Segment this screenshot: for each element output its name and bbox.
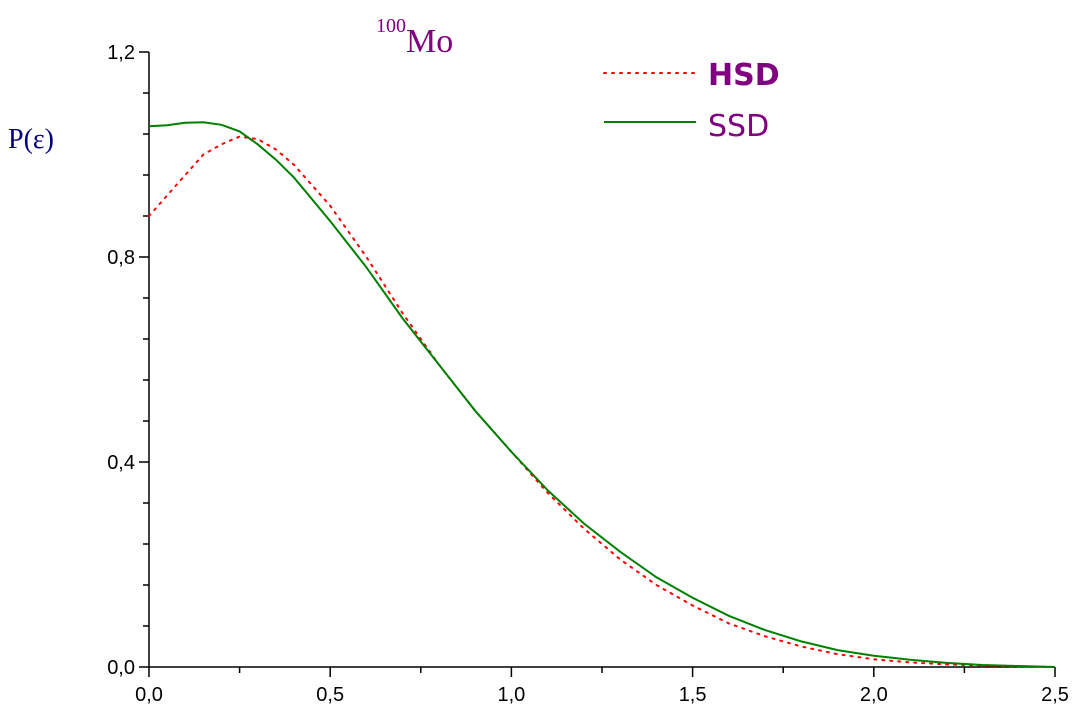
axes — [148, 52, 1055, 668]
y-tick-label: 0,0 — [107, 657, 135, 679]
legend-label-ssd: SSD — [708, 109, 769, 144]
x-tick-label: 0,0 — [135, 684, 163, 706]
y-axis-label: P(ε) — [8, 124, 54, 155]
chart-title: 100Mo — [376, 15, 453, 60]
x-tick-label: 1,5 — [679, 684, 707, 706]
ticks: 0,0 0,5 1,0 1,5 2,0 2,5 0,0 0,4 0,8 1,2 — [107, 42, 1069, 706]
x-tick-label: 1,0 — [497, 684, 525, 706]
y-tick-label: 0,4 — [107, 452, 135, 474]
y-tick-label: 1,2 — [107, 42, 135, 64]
x-tick-label: 0,5 — [316, 684, 344, 706]
chart-title-main: Mo — [406, 23, 453, 60]
series — [148, 121, 1056, 668]
legend: HSD SSD — [603, 58, 780, 144]
x-tick-label: 2,5 — [1041, 684, 1069, 706]
chart-title-superscript: 100 — [376, 15, 406, 37]
series-line-hsd — [148, 135, 1056, 668]
x-tick-label: 2,0 — [860, 684, 888, 706]
y-tick-label: 0,8 — [107, 247, 135, 269]
legend-label-hsd: HSD — [708, 58, 780, 93]
series-line-ssd — [148, 121, 1056, 668]
